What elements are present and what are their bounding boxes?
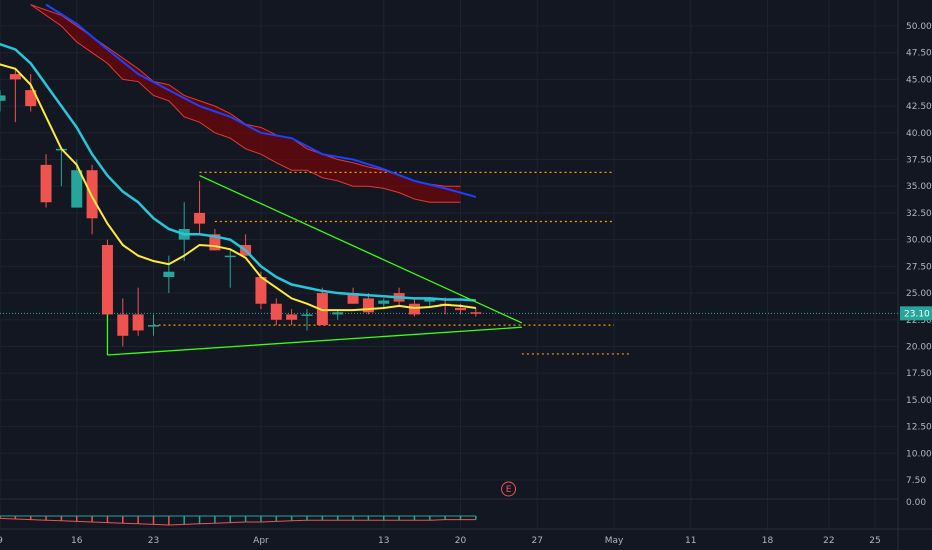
price-tick-label: 22.50 (906, 316, 932, 326)
time-tick-label: May (605, 536, 624, 546)
earnings-marker-icon (501, 481, 517, 497)
price-tick-label: 30.00 (906, 236, 932, 246)
price-tick-label: 20.00 (906, 342, 932, 352)
price-tick-label: 12.50 (906, 423, 932, 433)
horizontal-levels (0, 171, 898, 355)
candle-body (117, 314, 129, 336)
candle-body (101, 244, 113, 315)
candle-body (163, 271, 175, 278)
blue-trend-line (45, 3, 477, 198)
price-tick-label: 35.00 (906, 182, 932, 192)
price-tick-label: 27.50 (906, 262, 932, 272)
trendline (199, 174, 523, 324)
candle-body (424, 299, 436, 302)
oscillator-zero-label: 0.00 (906, 498, 926, 508)
candle-body (255, 277, 267, 304)
candle-body (347, 293, 359, 304)
price-tick-label: 32.50 (906, 209, 932, 219)
time-tick-label: 22 (823, 536, 834, 546)
candle-body (71, 170, 83, 208)
price-tick-label: 25.00 (906, 289, 932, 299)
candle-body (194, 212, 206, 224)
time-tick-label: 18 (762, 536, 774, 546)
time-tick-label: 13 (378, 536, 389, 546)
price-tick-label: 17.50 (906, 369, 932, 379)
cloud-lower-edge (30, 4, 461, 203)
earnings-marker-label: E (506, 485, 512, 495)
candle-body (378, 300, 390, 304)
time-tick-label: 25 (869, 536, 880, 546)
time-tick-label: 9 (0, 536, 3, 546)
price-axis[interactable]: 50.00 47.50 45.00 42.50 40.00 37.50 35.00 32.50… (900, 22, 932, 486)
price-tick-label: 42.50 (906, 102, 932, 112)
candle-body (362, 298, 374, 313)
time-tick-label: 27 (532, 536, 543, 546)
time-tick-label: 16 (71, 536, 83, 546)
candle-body (148, 325, 159, 327)
candle-body (86, 170, 98, 219)
price-tick-label: 7.50 (906, 476, 926, 486)
price-tick-label: 15.00 (906, 396, 932, 406)
trendlines (106, 174, 523, 356)
time-tick-label: Apr (253, 536, 269, 546)
time-tick-label: 11 (685, 536, 696, 546)
candle-body (301, 314, 313, 316)
candle-body (132, 314, 144, 331)
candle-body (408, 303, 420, 315)
candle-body (332, 312, 344, 315)
candle-body (224, 255, 236, 258)
chart-extras: E (501, 481, 517, 497)
last-price-label: 23.10 (904, 309, 930, 319)
price-tick-label: 37.50 (906, 156, 932, 166)
time-axis[interactable]: 9 16 23 Apr 13 20 27 May 11 18 22 25 (0, 536, 881, 546)
price-tick-label: 47.50 (906, 49, 932, 59)
candle-body (209, 234, 221, 251)
candle-body (9, 74, 21, 80)
indicator-lines (0, 3, 477, 312)
last-price-badge (900, 306, 932, 321)
candle-body (40, 164, 52, 203)
oscillator-line (0, 517, 476, 526)
price-tick-label: 40.00 (906, 129, 932, 139)
price-tick-label: 10.00 (906, 449, 932, 459)
candle-body (455, 308, 466, 311)
candle-body (470, 312, 482, 314)
trendline (107, 326, 522, 356)
time-tick-label: 23 (148, 536, 159, 546)
candle-body (0, 95, 6, 101)
ema-slow-line (0, 42, 476, 302)
candle-body (25, 90, 37, 107)
candle-body (270, 303, 282, 320)
ema-fast-line (0, 63, 476, 312)
price-tick-label: 50.00 (906, 22, 932, 32)
price-tick-label: 45.00 (906, 75, 932, 85)
candlesticks (0, 68, 482, 352)
time-tick-label: 20 (455, 536, 467, 546)
oscillator-panel: 0.00 (0, 498, 926, 526)
candle-body (286, 314, 298, 320)
